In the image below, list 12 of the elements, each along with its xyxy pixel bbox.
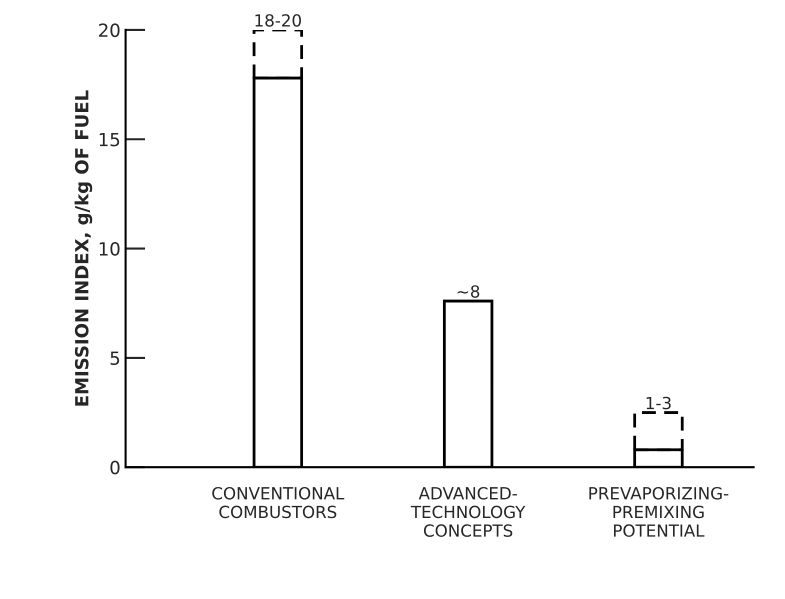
total-label: 1-3 <box>646 396 671 410</box>
y-axis-title: EMISSION INDEX, g/kg OF FUEL <box>74 90 92 406</box>
y-tick-label: 15 <box>100 132 120 146</box>
y-tick-label: 5 <box>110 352 120 366</box>
y-tick-label: 0 <box>110 460 120 474</box>
x-tick-label: CONVENTIONAL COMBUSTORS <box>212 486 344 518</box>
x-tick-label: ADVANCED- TECHNOLOGY CONCEPTS <box>410 486 526 537</box>
total-label: ~8 <box>458 285 480 298</box>
y-tick-label: 20 <box>99 23 120 38</box>
x-tick-label: PREVAPORIZING- PREMIXING POTENTIAL <box>589 486 728 537</box>
y-tick-label: 10 <box>100 242 120 256</box>
total-label: 18-20 <box>255 14 301 27</box>
